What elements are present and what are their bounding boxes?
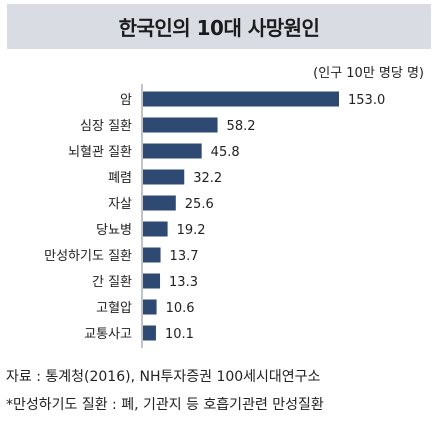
bar <box>143 91 339 107</box>
category-label: 심장 질환 <box>80 119 132 134</box>
bar <box>143 247 161 263</box>
value-label: 13.3 <box>169 275 198 290</box>
category-label: 자살 <box>108 197 132 212</box>
bar <box>143 273 161 289</box>
value-label: 10.6 <box>166 301 195 316</box>
category-label: 당뇨병 <box>96 223 132 238</box>
bar-chart: 암 153.0 심장 질환 58.2 뇌혈관 질환 45.8 폐렴 32.2 자살 25.6 당뇨병… <box>44 84 385 348</box>
bar <box>143 325 156 341</box>
value-label: 153.0 <box>348 93 385 108</box>
bar <box>143 221 168 237</box>
value-label: 45.8 <box>211 145 240 160</box>
value-label: 10.1 <box>165 327 194 342</box>
bar <box>143 169 185 185</box>
value-label: 13.7 <box>170 249 199 264</box>
category-label: 교통사고 <box>84 327 132 342</box>
bar <box>143 143 202 159</box>
bar <box>143 195 176 211</box>
bar <box>143 299 157 315</box>
category-label: 뇌혈관 질환 <box>68 145 132 160</box>
title-bar: 한국인의 10대 사망원인 <box>7 4 431 49</box>
value-label: 32.2 <box>193 171 222 186</box>
bar <box>143 117 218 133</box>
category-label: 암 <box>120 93 132 108</box>
category-label: 고혈압 <box>96 301 132 316</box>
source-note: 자료 : 통계청(2016), NH투자증권 100세시대연구소 <box>6 369 321 385</box>
category-label: 폐렴 <box>108 171 132 186</box>
unit-label: (인구 10만 명당 명) <box>313 66 424 81</box>
category-label: 간 질환 <box>92 275 132 290</box>
chart-title: 한국인의 10대 사망원인 <box>118 16 320 40</box>
footnote: *만성하기도 질환 : 폐, 기관지 등 호흡기관련 만성질환 <box>6 397 324 413</box>
value-label: 25.6 <box>185 197 214 212</box>
category-label: 만성하기도 질환 <box>44 249 132 264</box>
value-label: 19.2 <box>177 223 206 238</box>
value-label: 58.2 <box>227 119 256 134</box>
